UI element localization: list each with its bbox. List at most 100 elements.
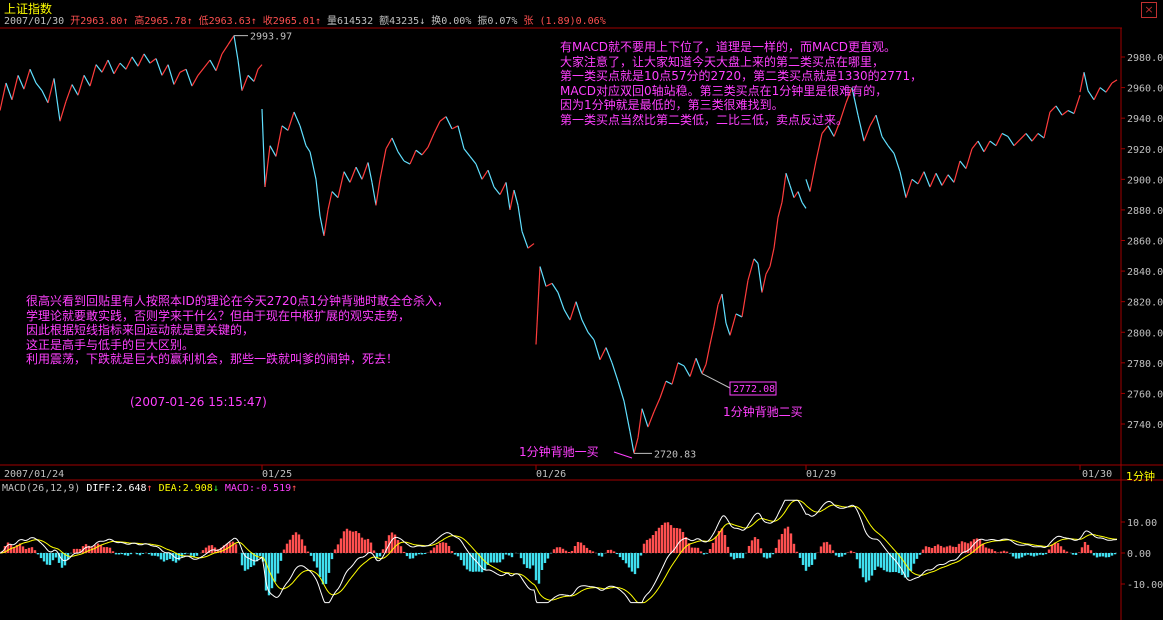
close-button[interactable]: × [1141,2,1157,18]
price-segment [869,114,877,127]
price-segment [641,408,649,428]
price-segment [971,140,979,150]
price-segment [521,231,529,249]
price-segment [1001,132,1009,138]
price-segment [337,171,345,198]
index-title: 上证指数 [4,2,53,16]
price-segment [781,173,787,203]
price-segment [757,263,763,293]
price-segment [551,282,559,293]
price-segment [17,75,25,90]
price-segment [689,358,697,377]
price-segment [653,397,661,413]
price-ytick-label: 2780.00 [1127,359,1163,370]
price-segment [695,358,703,374]
x-tick-label: 01/30 [1082,469,1112,480]
price-segment [1073,95,1081,114]
price-segment [765,266,771,275]
price-segment [367,162,373,183]
price-segment [587,331,595,341]
price-segment [935,172,943,186]
price-segment [839,102,847,122]
price-segment [563,309,571,321]
price-segment [1031,133,1039,142]
timeframe-label[interactable]: 1分钟 [1126,470,1155,483]
price-segment [881,136,889,147]
price-segment [331,191,339,199]
macd-ytick-label: 10.00 [1127,518,1157,529]
quote-change: 张 (1.89)0.06% [523,16,606,27]
price-segment [773,217,779,249]
price-segment [611,362,619,382]
price-segment [735,313,743,318]
buy1-arrow [613,451,633,459]
price-segment [1013,139,1021,147]
price-segment [965,148,973,169]
price-segment [481,169,489,180]
price-segment [671,362,679,385]
price-segment [161,64,169,76]
price-segment [617,381,625,402]
price-segment [821,125,829,134]
price-segment [475,163,483,180]
price-segment [717,293,723,305]
price-segment [545,282,553,287]
price-segment [1025,133,1033,142]
quote-amplitude: 振0.07% [477,16,518,27]
top-annotation: 有MACD就不要用上下位了，道理是一样的，而MACD更直观。 大家注意了，让大家… [560,40,922,127]
left-note-line: 这正是高手与低手的巨大区别。 [26,337,195,352]
peak-label: 2993.97 [250,32,292,43]
price-segment [361,162,369,180]
top-note-line: MACD对应双回0轴站稳。第三类买点在1分钟里是很难有的， [560,83,888,98]
price-segment [989,140,997,147]
price-segment [487,169,495,188]
price-segment [599,347,607,361]
price-segment [875,114,883,137]
left-note-line: 因此根据短线指标来回运动就是更关键的， [26,323,255,337]
price-segment [167,64,175,85]
price-segment [581,319,589,333]
price-segment [261,108,266,188]
price-segment [789,185,795,198]
price-segment [761,274,767,293]
price-segment [805,179,811,192]
price-segment [857,114,865,142]
price-segment [41,90,49,104]
price-segment [1079,72,1085,93]
price-segment [23,69,31,90]
price-segment [557,292,565,310]
price-segment [1083,72,1089,91]
price-segment [433,120,441,134]
price-segment [637,408,643,438]
price-segment [729,313,737,336]
buy2-leader [701,373,731,389]
top-note-line: 有MACD就不要用上下位了，道理是一样的，而MACD更直观。 [560,40,896,54]
price-segment [623,400,631,432]
price-segment [309,151,317,180]
price-segment [683,365,691,377]
price-segment [1019,133,1027,140]
price-segment [241,75,249,91]
price-segment [269,145,277,157]
quote-date: 2007/01/30 [4,16,65,27]
price-segment [905,179,913,198]
macd-legend: MACD(26,12,9) DIFF:2.648↑ DEA:2.908↓ MAC… [2,483,297,494]
price-segment [469,156,477,165]
price-segment [1043,111,1051,139]
quote-amount: 额43235↓ [379,16,426,27]
price-segment [517,205,523,232]
price-segment [801,201,807,209]
price-segment [125,56,133,70]
price-segment [203,59,211,69]
price-ytick-label: 2740.00 [1127,420,1163,431]
quote-open: 开2963.80↑ [70,16,129,27]
price-segment [227,35,235,46]
price-segment [59,101,67,122]
buy2-box [729,381,777,396]
price-segment [953,160,961,183]
price-segment [741,280,749,318]
price-segment [11,75,19,100]
price-segment [647,411,655,428]
price-segment [257,64,263,70]
